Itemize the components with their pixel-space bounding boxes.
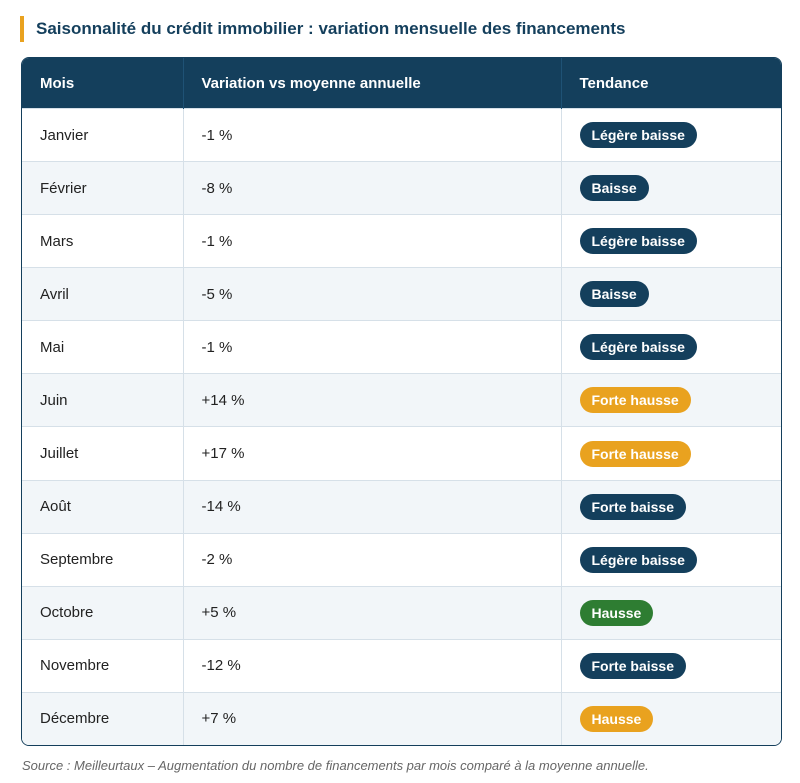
table-row: Octobre +5 % Hausse: [22, 585, 781, 640]
table-cell: Baisse: [560, 267, 781, 321]
title: Saisonnalité du crédit immobilier : vari…: [20, 16, 626, 42]
header-row: Mois Variation vs moyenne annuelle Tendanc…: [22, 58, 781, 109]
trend-badge: Légère baisse: [579, 546, 697, 573]
table-row: Juillet +17 % Forte hausse: [22, 426, 781, 481]
table-row: Avril -5 % Baisse: [22, 267, 781, 321]
table-cell: Baisse: [560, 161, 781, 215]
table-cell: Légère baisse: [560, 107, 781, 162]
table-cell: Forte hausse: [560, 373, 781, 427]
table-cell: Hausse: [560, 691, 781, 745]
table-cell: Novembre: [22, 638, 183, 693]
trend-badge: Forte hausse: [579, 387, 691, 414]
table-cell: Septembre: [22, 532, 183, 587]
table-cell: +14 %: [182, 373, 561, 427]
table-cell: Forte baisse: [560, 638, 781, 693]
table-cell: Août: [22, 479, 183, 534]
table-cell: -1 %: [182, 107, 561, 162]
table-row: Janvier -1 % Légère baisse: [22, 107, 781, 162]
table-cell: -12 %: [182, 638, 561, 693]
trend-badge: Forte baisse: [579, 493, 686, 520]
table-cell: Juin: [22, 373, 183, 427]
table-cell: +5 %: [182, 585, 561, 640]
table-cell: Avril: [22, 267, 183, 321]
table-row: Novembre -12 % Forte baisse: [22, 638, 781, 693]
table-cell: Janvier: [22, 107, 183, 162]
trend-badge: Légère baisse: [579, 228, 697, 255]
table-cell: Hausse: [560, 585, 781, 640]
trend-badge: Baisse: [579, 175, 649, 202]
table-cell: Légère baisse: [560, 214, 781, 268]
table-cell: Juillet: [22, 426, 183, 481]
table-cell: Février: [22, 161, 183, 215]
table-cell: Décembre: [22, 691, 183, 745]
table: Mois Variation vs moyenne annuelle Tendanc…: [22, 58, 781, 745]
trend-badge: Légère baisse: [579, 334, 697, 361]
table-row: Mai -1 % Légère baisse: [22, 320, 781, 374]
column-header: Variation vs moyenne annuelle: [182, 58, 561, 109]
trend-badge: Hausse: [579, 599, 654, 626]
column-header: Tendance: [560, 58, 781, 109]
trend-badge: Forte hausse: [579, 440, 691, 467]
table-cell: Légère baisse: [560, 320, 781, 374]
table-card: Mois Variation vs moyenne annuelle Tendanc…: [21, 57, 782, 746]
table-cell: +17 %: [182, 426, 561, 481]
table-cell: -1 %: [182, 214, 561, 268]
table-row: Mars -1 % Légère baisse: [22, 214, 781, 268]
table-cell: +7 %: [182, 691, 561, 745]
table-cell: Forte baisse: [560, 479, 781, 534]
table-cell: Légère baisse: [560, 532, 781, 587]
trend-badge: Hausse: [579, 705, 654, 732]
trend-badge: Baisse: [579, 281, 649, 308]
table-row: Février -8 % Baisse: [22, 161, 781, 215]
table-body: Janvier -1 % Légère baisse Février -8 % Baiss…: [22, 107, 781, 745]
table-row: Décembre +7 % Hausse: [22, 691, 781, 745]
source-note: Source : Meilleurtaux – Augmentation du …: [22, 758, 649, 773]
table-cell: Mai: [22, 320, 183, 374]
table-row: Août -14 % Forte baisse: [22, 479, 781, 534]
table-cell: Forte hausse: [560, 426, 781, 481]
table-cell: -5 %: [182, 267, 561, 321]
table-cell: -8 %: [182, 161, 561, 215]
table-row: Juin +14 % Forte hausse: [22, 373, 781, 427]
table-cell: -1 %: [182, 320, 561, 374]
table-cell: Mars: [22, 214, 183, 268]
table-cell: Octobre: [22, 585, 183, 640]
table-cell: -2 %: [182, 532, 561, 587]
trend-badge: Forte baisse: [579, 652, 686, 679]
table-cell: -14 %: [182, 479, 561, 534]
column-header: Mois: [22, 58, 183, 109]
table-row: Septembre -2 % Légère baisse: [22, 532, 781, 587]
trend-badge: Légère baisse: [579, 122, 697, 149]
